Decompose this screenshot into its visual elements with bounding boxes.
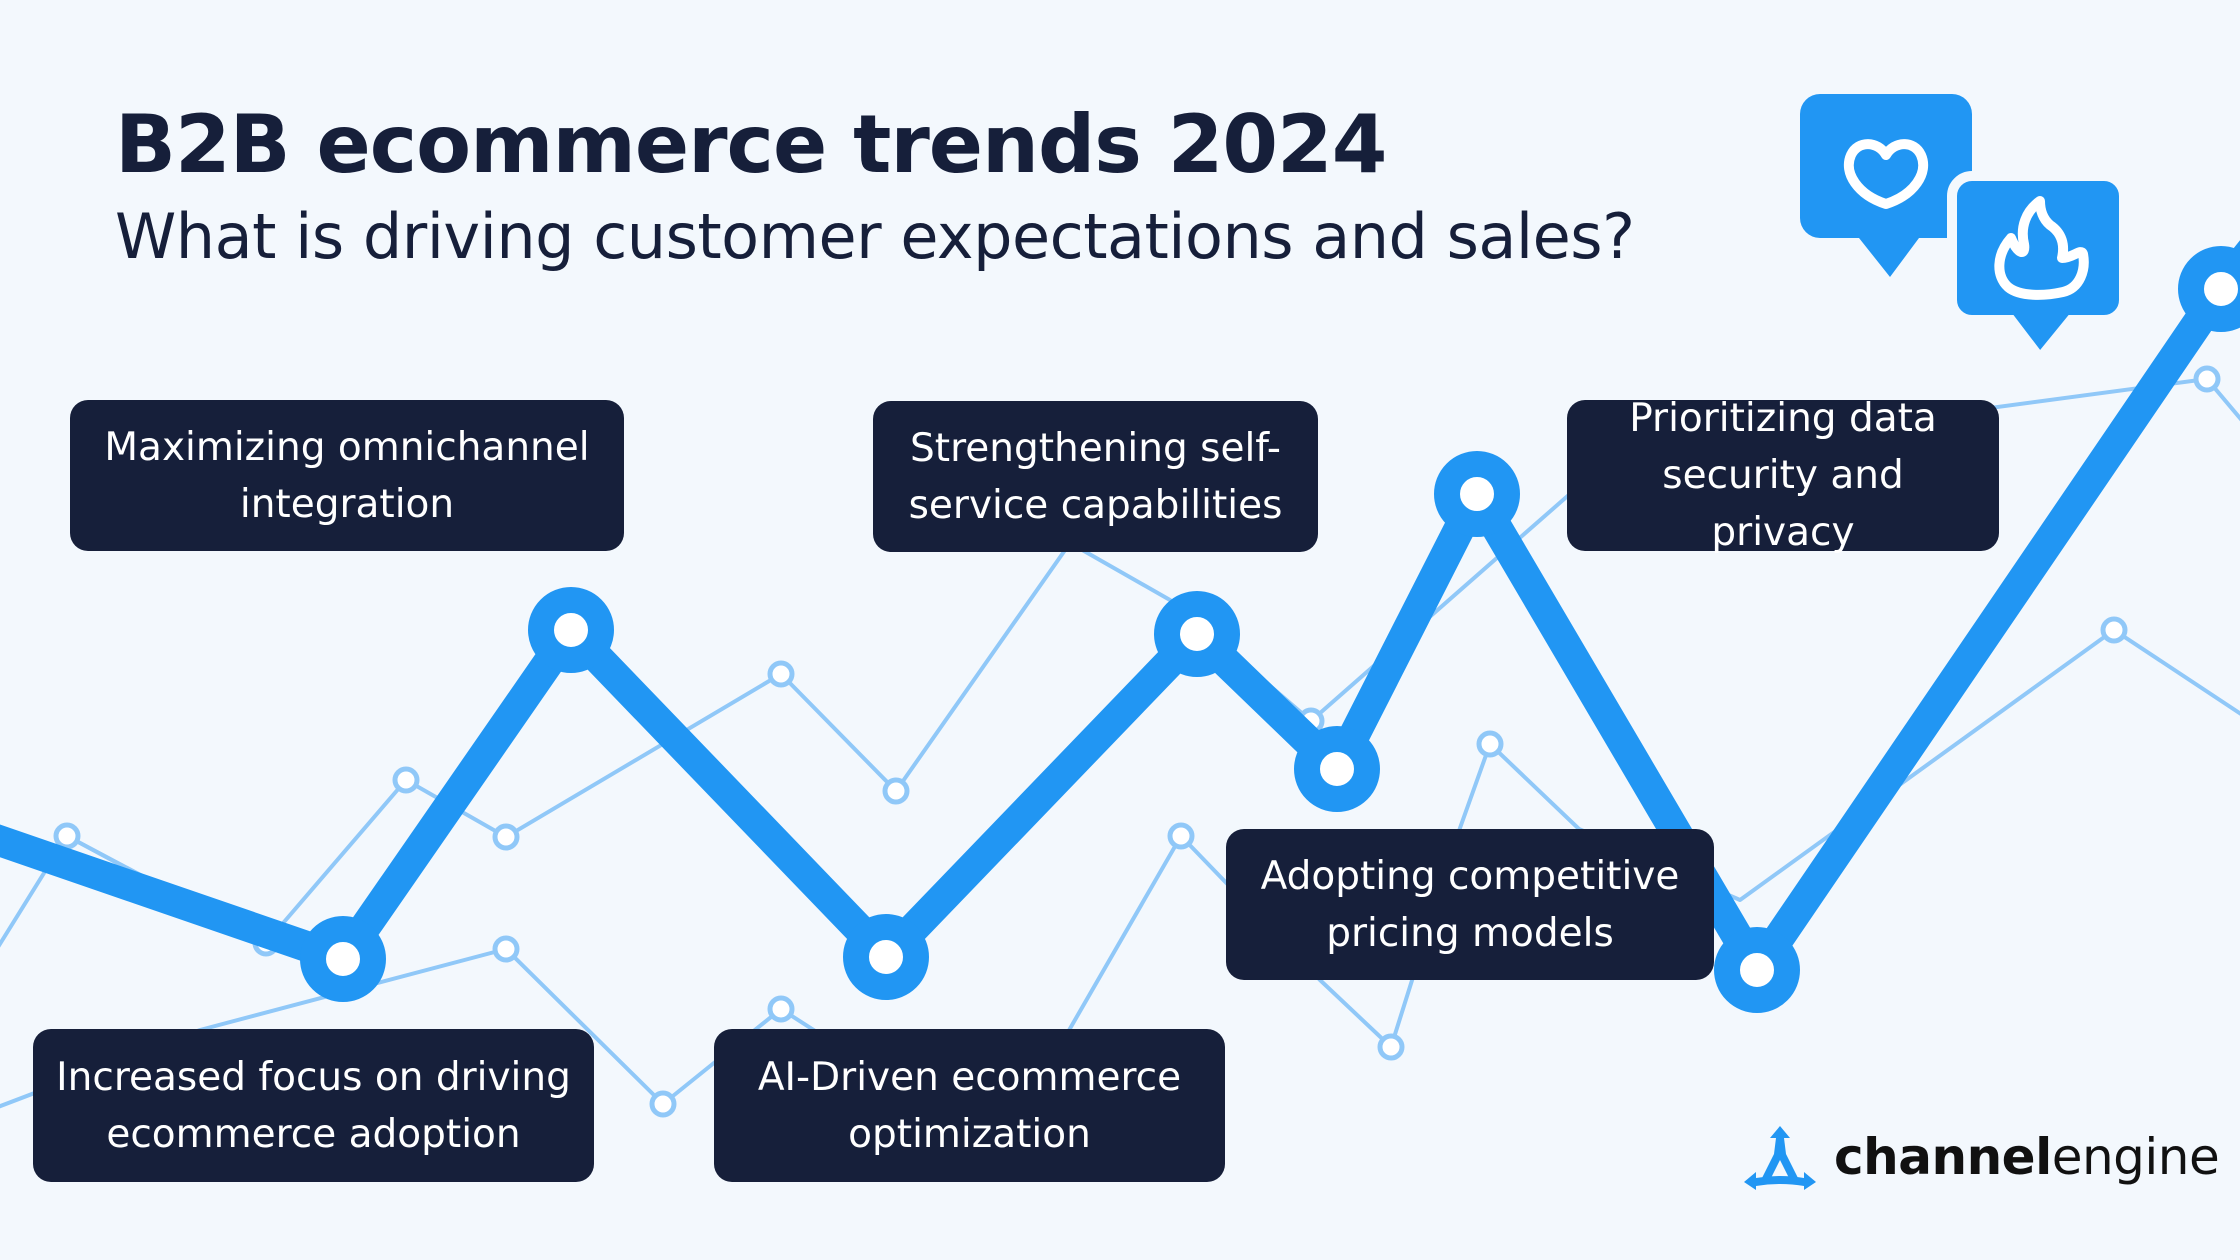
main-data-point: [1294, 726, 1380, 812]
logo-mark-icon: [1744, 1126, 1816, 1190]
logo-text-bold: channel: [1834, 1128, 2052, 1186]
thin-data-point: [1167, 822, 1195, 850]
thin-data-point: [492, 935, 520, 963]
heart-bubble-icon: [1800, 94, 1972, 277]
main-data-point: [528, 587, 614, 673]
thin-data-point: [2100, 616, 2128, 644]
thin-data-point: [882, 777, 910, 805]
main-data-point: [843, 914, 929, 1000]
thin-data-point: [2193, 365, 2221, 393]
main-data-point: [1154, 591, 1240, 677]
thin-data-point: [392, 766, 420, 794]
channelengine-logo: channelengine: [1742, 1124, 2220, 1190]
fire-bubble-icon: [1947, 171, 2129, 367]
main-data-point: [1434, 451, 1520, 537]
main-data-point: [2178, 246, 2240, 332]
heart-icon: [1843, 139, 1929, 209]
trend-card-self-service: Strengthening self-service capabilities: [873, 401, 1318, 552]
thin-data-point: [767, 995, 795, 1023]
thin-data-point: [649, 1090, 677, 1118]
thin-data-point: [1476, 730, 1504, 758]
trend-card-data-security: Prioritizing data security and privacy: [1567, 396, 1999, 555]
trend-card-ai-optimization: AI-Driven ecommerce optimization: [714, 1029, 1225, 1182]
main-data-point: [300, 916, 386, 1002]
thin-data-point: [492, 823, 520, 851]
trend-card-omnichannel: Maximizing omnichannel integration: [70, 400, 624, 551]
page-title: B2B ecommerce trends 2024: [115, 98, 1387, 191]
thin-data-point: [53, 822, 81, 850]
page-subtitle: What is driving customer expectations an…: [115, 200, 1635, 273]
main-trend-line: [0, 240, 2240, 986]
thin-data-point: [767, 660, 795, 688]
fire-icon: [1994, 196, 2089, 300]
main-data-point: [1714, 927, 1800, 1013]
trend-card-ecommerce-adoption: Increased focus on driving ecommerce ado…: [33, 1029, 594, 1182]
thin-data-point: [1377, 1033, 1405, 1061]
logo-text-regular: engine: [2051, 1128, 2220, 1186]
trend-card-pricing-models: Adopting competitive pricing models: [1226, 829, 1714, 980]
